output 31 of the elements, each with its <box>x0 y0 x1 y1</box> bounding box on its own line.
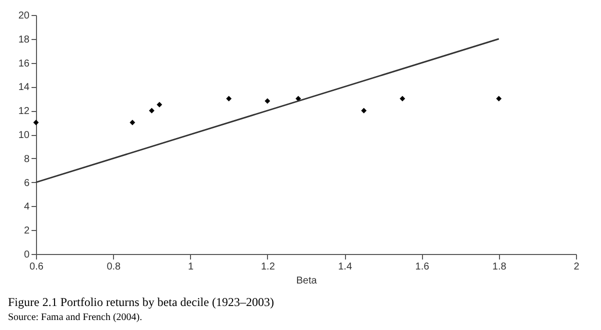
point <box>226 96 232 102</box>
y-tick-label: 14 <box>18 82 30 94</box>
x-tick-label: 1.4 <box>338 262 352 272</box>
x-tick-label: 2 <box>574 262 580 272</box>
y-tick-label: 8 <box>24 154 30 165</box>
x-tick-label: 0.6 <box>30 262 44 272</box>
point <box>400 96 406 102</box>
x-axis-title: Beta <box>296 276 318 286</box>
point <box>496 96 502 102</box>
point <box>148 108 154 114</box>
source-note: Source: Fama and French (2004). <box>8 312 142 323</box>
x-tick-label: 0.8 <box>106 262 122 272</box>
point <box>130 120 136 126</box>
x-tick-label: 1 <box>188 262 194 272</box>
y-tick-label: 18 <box>18 34 30 46</box>
point <box>33 120 39 126</box>
point <box>361 108 367 114</box>
y-tick-label: 6 <box>24 178 30 189</box>
y-tick-label: 12 <box>18 106 30 118</box>
y-tick-label: 2 <box>24 226 30 237</box>
y-tick-label: 0 <box>24 250 30 260</box>
y-tick-label: 10 <box>18 130 30 141</box>
x-tick-label: 1.2 <box>260 262 276 272</box>
point <box>156 102 162 108</box>
y-tick-label: 4 <box>24 202 30 213</box>
text: Figure 2.1 Portfolio returns by beta decile (1923–2003) <box>8 295 274 309</box>
x-tick-label: 1.8 <box>492 262 507 272</box>
y-tick-label: 20 <box>18 10 30 22</box>
point <box>264 98 270 104</box>
x-tick-label: 1.6 <box>415 262 430 272</box>
y-tick-label: 16 <box>18 58 30 70</box>
